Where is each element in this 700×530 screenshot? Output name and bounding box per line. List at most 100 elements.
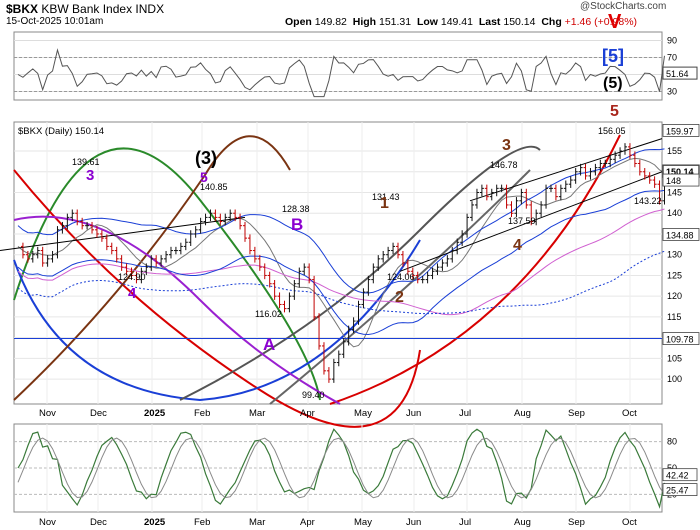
lower-x-label: Nov — [39, 517, 56, 528]
lower-x-label: Feb — [194, 517, 210, 528]
cycle-arc — [13, 135, 291, 401]
high-label: High — [352, 16, 377, 28]
price-tick-label: 115 — [667, 312, 681, 322]
wave-label: 5 — [610, 103, 619, 120]
price-tick-label: 120 — [667, 291, 682, 301]
panel-frame — [13, 121, 663, 405]
price-annotation: 143.22 — [634, 196, 662, 206]
datetime: 15-Oct-2025 10:01am — [6, 16, 104, 27]
cycle-arc — [13, 147, 321, 401]
stochastic-d-line — [17, 437, 665, 499]
price-annotation: 139.61 — [72, 157, 100, 167]
price-value-label: 150.14 — [666, 167, 694, 177]
wave-label: 5 — [200, 169, 208, 185]
open-label: Open — [285, 16, 312, 28]
price-value-label: 109.78 — [666, 335, 694, 345]
price-annotation: 156.05 — [598, 126, 626, 136]
cycle-arc — [13, 239, 421, 402]
lower-x-label: Jul — [459, 517, 471, 528]
stoch-value-box — [662, 468, 698, 482]
high-value: 151.31 — [378, 16, 412, 28]
price-value-box — [662, 332, 700, 345]
lower-x-label: Apr — [300, 517, 315, 528]
index-name: KBW Bank Index — [41, 2, 133, 16]
chg-value: +1.46 (+0.98%) — [564, 16, 638, 28]
stoch-value-label: 25.47 — [666, 486, 689, 496]
lower-x-label: 2025 — [144, 517, 166, 528]
price-tick-label: 100 — [667, 374, 682, 384]
price-x-label: 2025 — [144, 408, 166, 419]
wave-label: B — [291, 215, 303, 234]
lower-band-line — [17, 189, 665, 335]
price-x-label: Nov — [39, 408, 56, 419]
cycle-arc — [329, 134, 621, 405]
wave-label: 3 — [86, 167, 94, 184]
stoch-value-label: 42.42 — [666, 471, 689, 481]
cycle-arc — [179, 145, 541, 401]
price-value-label: 148 — [666, 176, 681, 186]
wave-v-label: V — [608, 11, 622, 33]
wave-label: 1 — [380, 195, 389, 212]
price-annotation: 124.90 — [118, 272, 146, 282]
price-x-label: Jul — [459, 408, 471, 419]
lower-x-label: May — [354, 517, 372, 528]
price-x-label: Apr — [300, 408, 315, 419]
upper-tick-label: 90 — [667, 36, 677, 46]
rsi-value-label: 51.64 — [666, 69, 689, 79]
ma-dotted-line — [17, 250, 665, 315]
price-tick-label: 145 — [667, 188, 682, 198]
ma-long-line — [17, 208, 665, 316]
price-value-box — [662, 124, 700, 137]
ohlc-line: Open 149.82 High 151.31 Low 149.41 Last … — [285, 16, 637, 28]
lower-x-label: Jun — [406, 517, 421, 528]
price-x-label: Dec — [90, 408, 107, 419]
price-tick-label: 130 — [667, 250, 682, 260]
rsi-line — [17, 48, 665, 98]
lower-tick-label: 80 — [667, 437, 677, 447]
price-tick-label: 125 — [667, 270, 682, 280]
lower-tick-label: 50 — [667, 463, 677, 473]
low-value: 149.41 — [440, 16, 473, 28]
brand-watermark: @StockCharts.com — [580, 1, 667, 12]
price-value-box — [662, 228, 700, 241]
stoch-value-box — [662, 483, 698, 496]
wave-label: A — [263, 335, 275, 354]
lower-x-label: Dec — [90, 517, 107, 528]
lower-x-label: Mar — [249, 517, 265, 528]
price-x-label: May — [354, 408, 372, 419]
upper-band-line — [17, 148, 665, 294]
price-tick-label: 105 — [667, 353, 682, 363]
lower-x-label: Sep — [568, 517, 585, 528]
low-label: Low — [416, 16, 438, 28]
stochastic-k-line — [17, 428, 666, 509]
wave-label: 4 — [513, 237, 522, 254]
price-value-label: 134.88 — [666, 230, 694, 240]
price-annotation: 137.59 — [508, 216, 536, 226]
upper-tick-label: 30 — [667, 87, 677, 97]
open-value: 149.82 — [314, 16, 347, 28]
price-x-label: Mar — [249, 408, 265, 419]
price-annotation: 140.85 — [200, 182, 228, 192]
price-tick-label: 155 — [667, 146, 682, 156]
price-annotation: 131.43 — [372, 192, 400, 202]
symbol: $BKX — [6, 2, 39, 16]
price-x-label: Oct — [622, 408, 637, 419]
panel-frame — [13, 31, 663, 101]
cycle-arc — [13, 169, 421, 428]
lower-x-label: Oct — [622, 517, 637, 528]
last-label: Last — [478, 16, 501, 28]
wave-bracket-5-label: [5] — [602, 46, 624, 66]
price-x-label: Sep — [568, 408, 585, 419]
price-x-label: Jun — [406, 408, 421, 419]
wave-label: (3) — [195, 148, 217, 168]
wave-label: 2 — [395, 289, 404, 306]
price-x-label: Aug — [514, 408, 531, 419]
price-annotation: 128.38 — [282, 204, 310, 214]
price-annotation: 124.06 — [387, 272, 415, 282]
price-legend: $BKX (Daily) 150.14 — [18, 126, 104, 137]
cycle-arc — [269, 169, 531, 405]
symbol-line: $BKX KBW Bank Index INDX — [6, 2, 164, 16]
last-value: 150.14 — [503, 16, 536, 28]
price-value-box — [662, 173, 700, 187]
